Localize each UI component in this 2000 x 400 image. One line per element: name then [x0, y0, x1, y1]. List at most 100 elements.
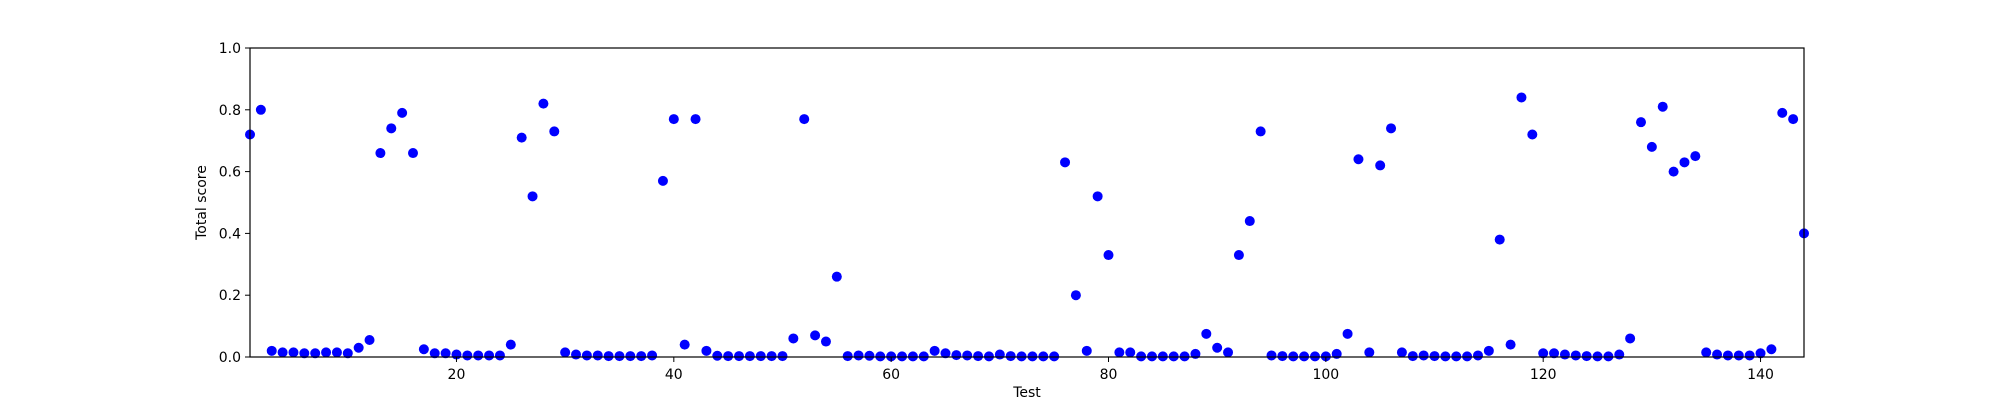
data-point [1396, 347, 1407, 358]
data-point [592, 350, 603, 361]
data-point [897, 351, 908, 362]
data-point [679, 339, 690, 350]
data-point [516, 132, 527, 143]
data-point [842, 351, 853, 362]
x-tick-label: 100 [1312, 367, 1339, 383]
data-point [744, 351, 755, 362]
data-point [1060, 157, 1071, 168]
data-point [505, 339, 516, 350]
data-point [266, 345, 277, 356]
data-point [1201, 328, 1212, 339]
data-point [918, 351, 929, 362]
data-point [690, 114, 701, 125]
data-point [712, 350, 723, 361]
data-point [494, 350, 505, 361]
data-point [810, 330, 821, 341]
data-point [766, 351, 777, 362]
data-point [1505, 339, 1516, 350]
data-point [1712, 349, 1723, 360]
data-point [1038, 351, 1049, 362]
data-point [1472, 350, 1483, 361]
data-point [375, 148, 386, 159]
data-point [1103, 250, 1114, 261]
data-point [1266, 350, 1277, 361]
data-point [1081, 345, 1092, 356]
data-point [1375, 160, 1386, 171]
data-point [527, 191, 538, 202]
data-point [571, 349, 582, 360]
y-tick-label: 0.4 [219, 226, 241, 242]
data-point [1277, 351, 1288, 362]
data-point [429, 348, 440, 359]
data-point [777, 351, 788, 362]
data-point [1766, 344, 1777, 355]
data-point [473, 350, 484, 361]
data-point [1451, 351, 1462, 362]
data-point [1418, 350, 1429, 361]
x-axis-label: Test [1012, 385, 1041, 400]
data-point [342, 348, 353, 359]
data-point [1570, 350, 1581, 361]
data-point [1690, 151, 1701, 162]
data-point [288, 347, 299, 358]
data-point [440, 348, 451, 359]
data-point [1136, 351, 1147, 362]
data-point [1429, 351, 1440, 362]
data-point [788, 333, 799, 344]
data-point [657, 175, 668, 186]
data-point [1527, 129, 1538, 140]
data-point [1581, 351, 1592, 362]
data-point [755, 351, 766, 362]
data-point [1070, 290, 1081, 301]
x-tick-label: 60 [882, 367, 900, 383]
data-point [484, 350, 495, 361]
data-point [907, 351, 918, 362]
data-point [1516, 92, 1527, 103]
data-point [875, 351, 886, 362]
x-axis-ticks: 20 40 60 80 100 120 140 [448, 357, 1774, 383]
data-point [1755, 348, 1766, 359]
data-point [549, 126, 560, 137]
data-point [462, 350, 473, 361]
data-point [1386, 123, 1397, 134]
data-point [1657, 101, 1668, 112]
data-point [1625, 333, 1636, 344]
data-point [1027, 351, 1038, 362]
data-point [321, 347, 332, 358]
data-point [538, 98, 549, 109]
data-point [1244, 216, 1255, 227]
data-point [1353, 154, 1364, 165]
data-point [1407, 351, 1418, 362]
x-tick-label: 20 [448, 367, 466, 383]
data-point [831, 271, 842, 282]
data-point [951, 350, 962, 361]
y-axis-ticks: 0.0 0.2 0.4 0.6 0.8 1.0 [219, 41, 250, 366]
data-point [1614, 349, 1625, 360]
data-point [1255, 126, 1266, 137]
y-tick-label: 0.6 [219, 165, 241, 181]
data-point [1559, 349, 1570, 360]
data-point [853, 350, 864, 361]
data-point [1603, 351, 1614, 362]
data-point [1309, 351, 1320, 362]
data-point [1549, 348, 1560, 359]
y-tick-label: 0.8 [219, 103, 241, 119]
data-point [560, 347, 571, 358]
data-point [1538, 348, 1549, 359]
data-point [1016, 351, 1027, 362]
data-point [962, 350, 973, 361]
data-point [331, 347, 342, 358]
data-point [1005, 351, 1016, 362]
data-point [820, 336, 831, 347]
x-tick-label: 40 [665, 367, 683, 383]
axes-frame [249, 47, 1805, 358]
y-tick-label: 0.2 [219, 288, 241, 304]
data-point [1440, 351, 1451, 362]
data-point [929, 345, 940, 356]
x-tick-label: 80 [1100, 367, 1118, 383]
y-tick-label: 1.0 [219, 41, 241, 57]
data-point [1701, 347, 1712, 358]
data-point [1320, 351, 1331, 362]
data-point [1592, 351, 1603, 362]
